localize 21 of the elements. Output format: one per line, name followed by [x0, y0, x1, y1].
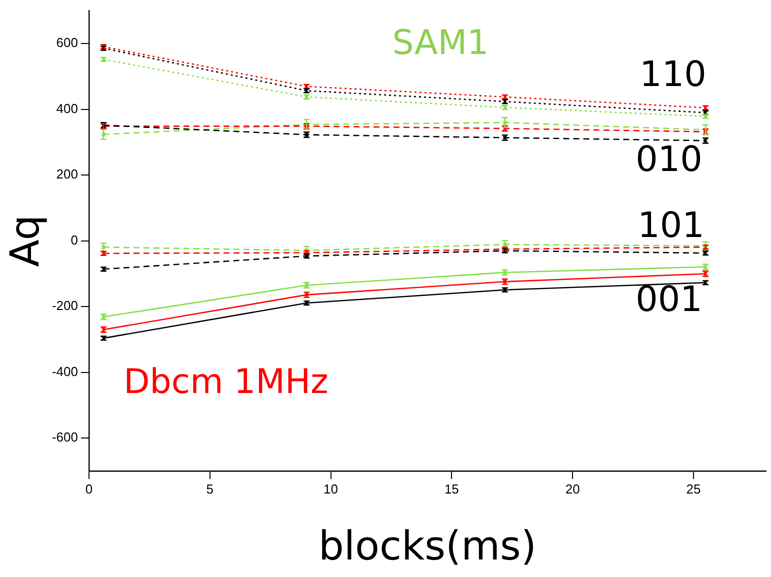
y-tick-label: -400	[52, 364, 78, 379]
y-tick-label: 600	[56, 35, 78, 50]
annotation: 010	[636, 140, 702, 180]
x-axis-title: blocks(ms)	[318, 523, 536, 570]
x-tick-label: 15	[444, 481, 459, 496]
x-tick-label: 20	[565, 481, 580, 496]
annotation: 001	[636, 280, 702, 320]
annotation: 101	[638, 206, 704, 246]
y-tick-label: 400	[56, 100, 78, 116]
y-tick-label: 0	[70, 232, 78, 248]
x-tick-label: 25	[686, 481, 701, 496]
x-tick-label: 10	[324, 481, 338, 496]
annotation: SAM1	[392, 22, 489, 63]
x-tick-label: 5	[206, 481, 214, 496]
y-tick-label: -200	[52, 298, 78, 314]
y-tick-label: 200	[56, 166, 78, 182]
y-axis-title: Aq	[2, 214, 48, 267]
annotation: Dbcm 1MHz	[124, 362, 328, 402]
annotation: 110	[640, 55, 706, 96]
x-tick-label: 0	[85, 481, 93, 496]
y-tick-label: -600	[52, 430, 78, 445]
